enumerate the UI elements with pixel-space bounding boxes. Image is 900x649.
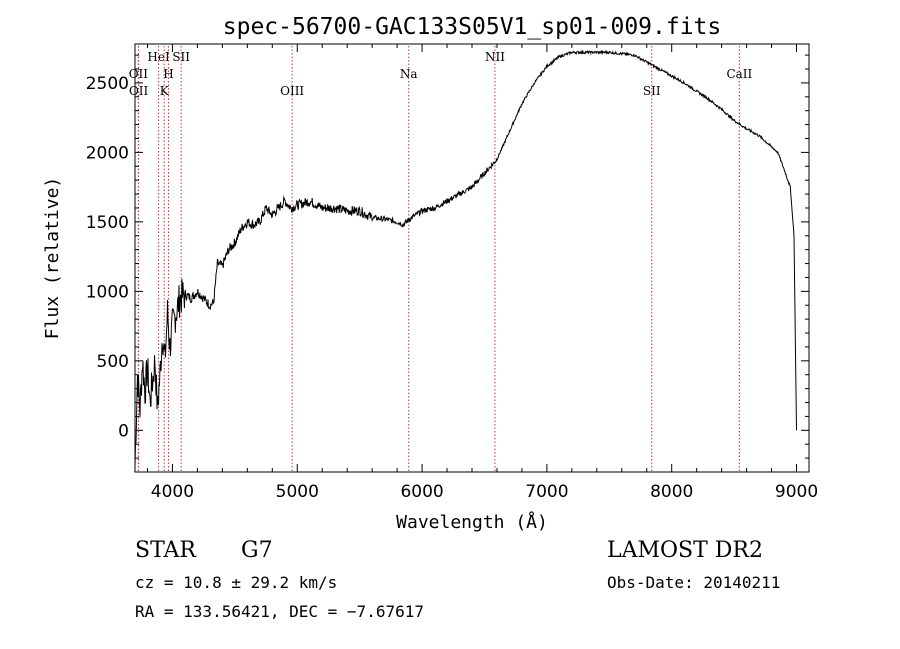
x-tick-label: 5000 [276,482,319,502]
y-tick-label: 2000 [86,143,129,163]
line-marker-label: CaII [726,67,752,81]
chart-title: spec-56700-GAC133S05V1_sp01-009.fits [223,14,722,40]
cz-label: cz = 10.8 ± 29.2 km/s [135,573,338,592]
y-tick-label: 0 [118,421,129,441]
line-marker-label: Na [400,67,418,81]
line-marker-label: SII [172,50,190,64]
coords-label: RA = 133.56421, DEC = −7.67617 [135,602,424,621]
x-tick-label: 6000 [400,482,443,502]
plot-frame [134,43,810,473]
y-tick-label: 500 [97,352,129,372]
x-tick-label: 7000 [525,482,568,502]
axis-ticks: 4000 5000 6000 7000 8000 9000 0 500 1000 1500 2000… [86,44,818,502]
y-tick-label: 1500 [86,213,129,233]
y-axis-label: Flux (relative) [42,177,63,340]
survey-label: LAMOST DR2 [607,538,763,563]
x-axis-label: Wavelength (Å) [396,511,548,533]
obs-date-label: Obs-Date: 20140211 [607,573,781,592]
spectrum-line [134,49,797,466]
x-tick-label: 8000 [650,482,693,502]
line-marker-label: OII [129,84,149,98]
subclass-label: G7 [241,538,273,563]
y-tick-label: 1000 [86,282,129,302]
line-marker-label: H [163,67,173,81]
x-tick-label: 9000 [775,482,818,502]
y-tick-label: 2500 [86,74,129,94]
line-marker-label: OIII [280,84,304,98]
class-label: STAR [135,538,196,563]
line-marker-label: K [160,84,170,98]
line-marker-label: SII [643,84,661,98]
line-marker-label: HeI [147,50,170,64]
line-marker-label: NII [485,50,505,64]
x-tick-label: 4000 [151,482,194,502]
